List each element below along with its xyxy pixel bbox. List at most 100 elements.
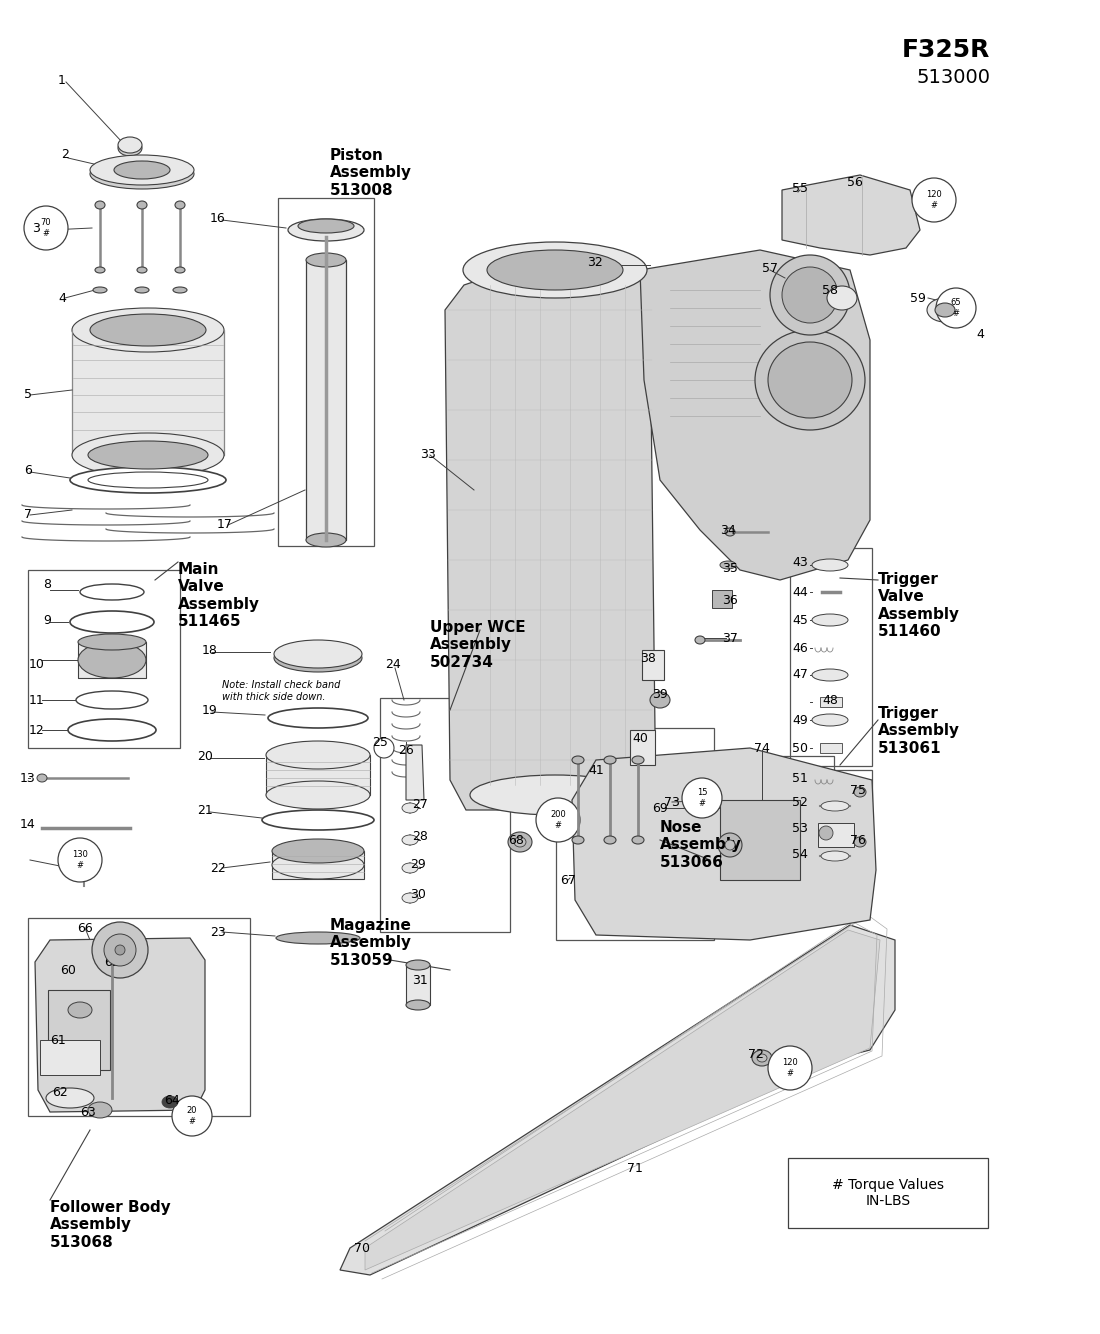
Text: 8: 8 bbox=[43, 579, 51, 591]
Text: 37: 37 bbox=[722, 631, 738, 644]
Text: 130
#: 130 # bbox=[73, 850, 88, 870]
Text: 34: 34 bbox=[720, 523, 736, 536]
Ellipse shape bbox=[135, 287, 149, 293]
Bar bbox=[28, 570, 180, 748]
Ellipse shape bbox=[262, 810, 374, 830]
Bar bbox=[266, 755, 370, 795]
Ellipse shape bbox=[80, 584, 144, 600]
Text: 51: 51 bbox=[792, 771, 807, 784]
Text: 74: 74 bbox=[755, 742, 770, 755]
Bar bbox=[790, 770, 872, 870]
Ellipse shape bbox=[402, 803, 418, 812]
Polygon shape bbox=[340, 924, 895, 1275]
Ellipse shape bbox=[572, 756, 584, 764]
Text: Note: Install check band
with thick side down.: Note: Install check band with thick side… bbox=[222, 680, 340, 702]
Text: 67: 67 bbox=[560, 874, 576, 887]
Text: Main
Valve
Assembly
511465: Main Valve Assembly 511465 bbox=[178, 562, 260, 630]
Text: 6: 6 bbox=[24, 463, 32, 476]
Ellipse shape bbox=[138, 201, 147, 209]
Ellipse shape bbox=[88, 442, 208, 470]
Text: Trigger
Valve
Assembly
511460: Trigger Valve Assembly 511460 bbox=[878, 572, 960, 639]
Text: Nose
Assembly
513066: Nose Assembly 513066 bbox=[660, 820, 743, 870]
Polygon shape bbox=[365, 930, 880, 1270]
Text: 21: 21 bbox=[197, 803, 213, 816]
Bar bbox=[72, 329, 224, 455]
Ellipse shape bbox=[402, 863, 418, 872]
Text: 30: 30 bbox=[410, 888, 426, 902]
Circle shape bbox=[718, 832, 743, 856]
Ellipse shape bbox=[95, 267, 104, 273]
Text: 19: 19 bbox=[202, 703, 218, 716]
Ellipse shape bbox=[572, 836, 584, 844]
Text: 66: 66 bbox=[77, 922, 92, 935]
Text: 9: 9 bbox=[43, 614, 51, 627]
Text: # Torque Values
IN-LBS: # Torque Values IN-LBS bbox=[832, 1178, 944, 1209]
Ellipse shape bbox=[70, 611, 154, 634]
Ellipse shape bbox=[470, 775, 640, 815]
Ellipse shape bbox=[632, 836, 644, 844]
Text: Trigger
Assembly
513061: Trigger Assembly 513061 bbox=[878, 706, 960, 756]
Text: 29: 29 bbox=[410, 859, 426, 871]
Ellipse shape bbox=[70, 467, 226, 494]
Circle shape bbox=[912, 177, 956, 221]
Ellipse shape bbox=[46, 1089, 94, 1109]
Ellipse shape bbox=[402, 835, 418, 844]
Ellipse shape bbox=[274, 644, 362, 672]
Circle shape bbox=[92, 922, 148, 978]
Ellipse shape bbox=[76, 691, 148, 708]
Text: 13: 13 bbox=[20, 771, 36, 784]
Text: 76: 76 bbox=[850, 834, 866, 847]
Text: 2: 2 bbox=[62, 148, 69, 161]
Ellipse shape bbox=[487, 249, 623, 289]
Text: 24: 24 bbox=[385, 659, 400, 671]
Ellipse shape bbox=[37, 774, 47, 782]
Ellipse shape bbox=[935, 303, 955, 317]
Ellipse shape bbox=[72, 434, 224, 478]
Ellipse shape bbox=[402, 892, 418, 903]
Ellipse shape bbox=[266, 780, 370, 808]
Ellipse shape bbox=[88, 1102, 112, 1118]
Text: 33: 33 bbox=[420, 448, 436, 462]
Text: 20
#: 20 # bbox=[187, 1106, 197, 1126]
Bar bbox=[306, 260, 346, 540]
Text: 23: 23 bbox=[210, 926, 225, 939]
Ellipse shape bbox=[632, 756, 644, 764]
Ellipse shape bbox=[757, 1054, 767, 1062]
Bar bbox=[630, 730, 654, 764]
Ellipse shape bbox=[162, 1097, 178, 1109]
Ellipse shape bbox=[173, 287, 187, 293]
Text: 58: 58 bbox=[822, 284, 838, 296]
Ellipse shape bbox=[94, 287, 107, 293]
Text: 4: 4 bbox=[976, 328, 983, 342]
Bar bbox=[278, 197, 374, 546]
Text: 4: 4 bbox=[58, 292, 66, 304]
Bar bbox=[642, 650, 664, 680]
Ellipse shape bbox=[695, 636, 705, 644]
Ellipse shape bbox=[288, 219, 364, 241]
Text: 44: 44 bbox=[792, 586, 807, 599]
Ellipse shape bbox=[175, 201, 185, 209]
Text: 75: 75 bbox=[850, 783, 866, 796]
Bar bbox=[556, 728, 714, 940]
Ellipse shape bbox=[768, 342, 852, 418]
Ellipse shape bbox=[138, 267, 147, 273]
Ellipse shape bbox=[90, 159, 194, 189]
Text: 70
#: 70 # bbox=[41, 219, 52, 237]
Ellipse shape bbox=[88, 472, 208, 488]
Ellipse shape bbox=[820, 826, 833, 840]
Text: 47: 47 bbox=[792, 667, 807, 680]
Text: 22: 22 bbox=[210, 862, 225, 875]
Ellipse shape bbox=[514, 836, 526, 847]
Text: 71: 71 bbox=[627, 1162, 642, 1174]
Ellipse shape bbox=[276, 932, 360, 944]
Text: 28: 28 bbox=[412, 830, 428, 843]
Ellipse shape bbox=[752, 1050, 772, 1066]
Polygon shape bbox=[572, 748, 876, 940]
Ellipse shape bbox=[463, 241, 647, 297]
Text: 15
#: 15 # bbox=[696, 788, 707, 807]
Text: 39: 39 bbox=[652, 688, 668, 702]
Text: 73: 73 bbox=[664, 795, 680, 808]
Ellipse shape bbox=[90, 313, 206, 346]
Bar bbox=[78, 642, 146, 678]
Bar bbox=[379, 698, 510, 932]
